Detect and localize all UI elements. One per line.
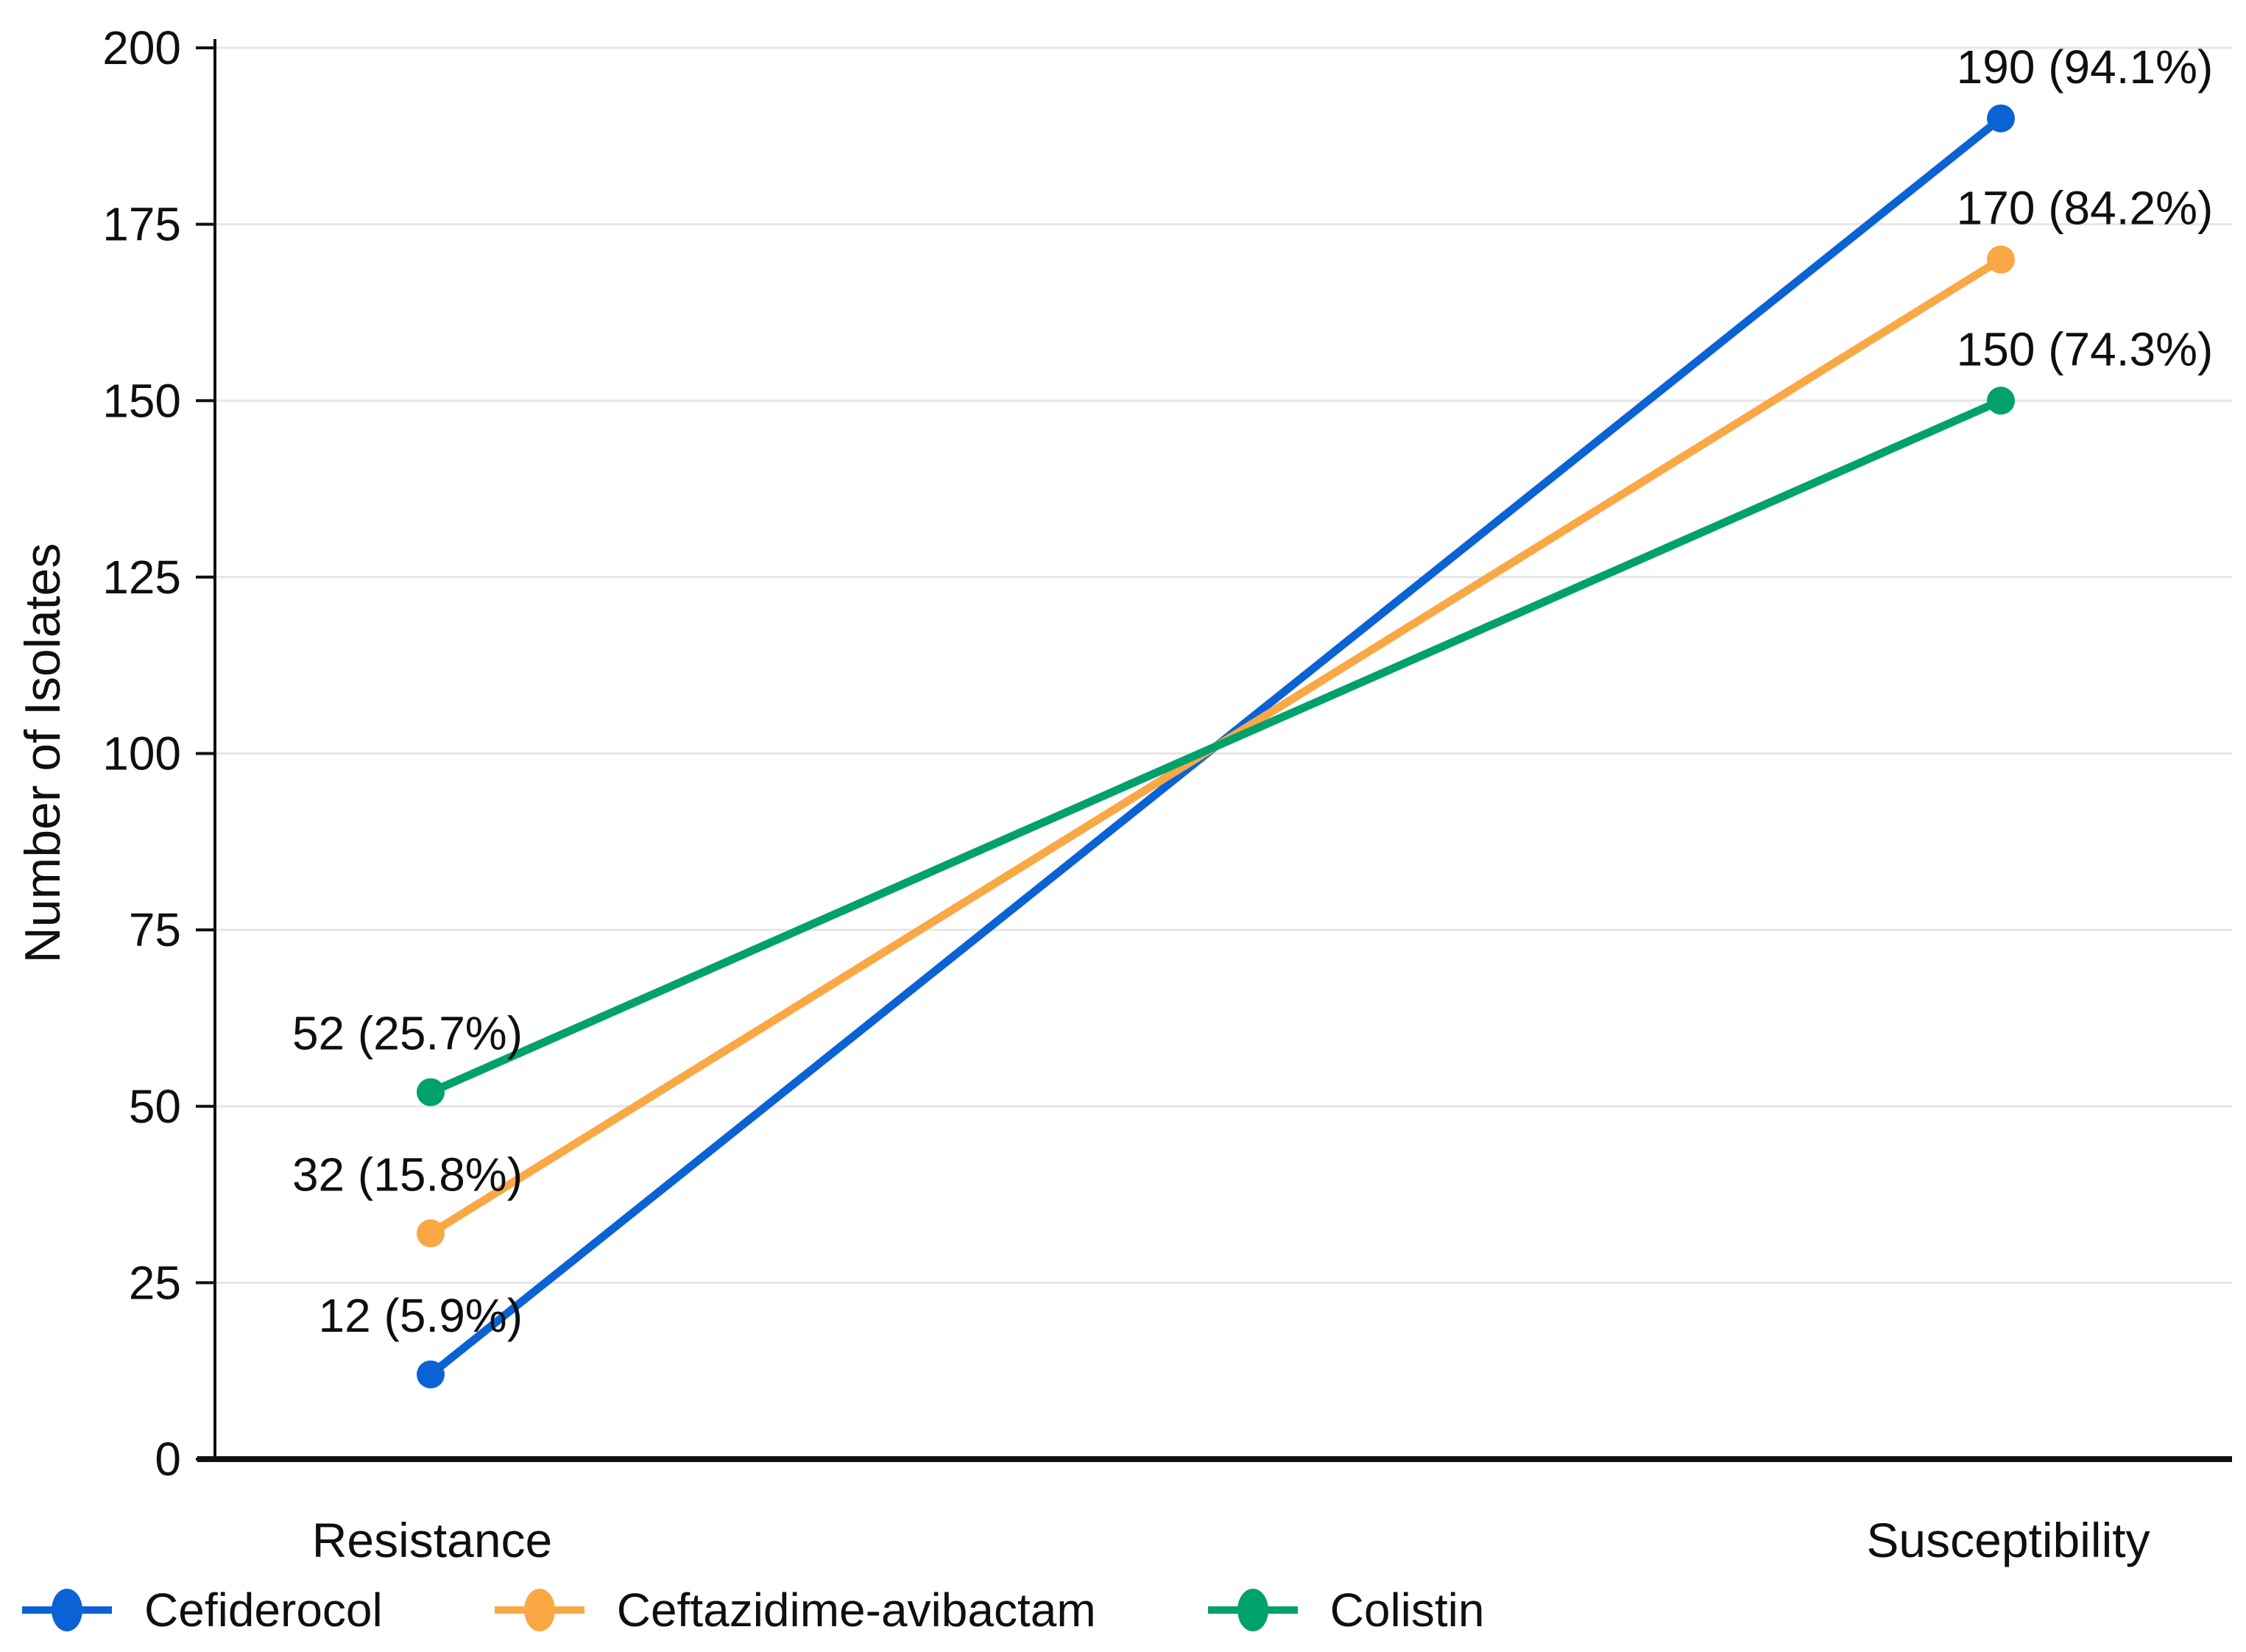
legend-marker-icon bbox=[1207, 1589, 1298, 1631]
y-tick-label: 200 bbox=[102, 21, 181, 74]
data-point-marker bbox=[417, 1360, 445, 1388]
x-category-label: Resistance bbox=[312, 1513, 553, 1567]
y-tick-label: 125 bbox=[102, 551, 181, 604]
legend-label: Cefiderocol bbox=[144, 1584, 383, 1637]
legend-marker-icon bbox=[22, 1589, 112, 1631]
y-tick-label: 150 bbox=[102, 374, 181, 427]
x-category-label: Susceptibility bbox=[1866, 1513, 2150, 1567]
legend-marker-dot bbox=[52, 1589, 82, 1631]
legend-item-cefiderocol: Cefiderocol bbox=[22, 1581, 383, 1639]
y-tick-label: 100 bbox=[102, 727, 181, 780]
data-point-marker bbox=[1987, 245, 2015, 274]
y-tick-label: 50 bbox=[129, 1080, 181, 1133]
legend-item-ceftazidime-avibactam: Ceftazidime-avibactam bbox=[494, 1581, 1096, 1639]
y-tick-label: 0 bbox=[155, 1433, 181, 1486]
legend-label: Colistin bbox=[1329, 1584, 1485, 1637]
data-point-marker bbox=[417, 1219, 445, 1248]
legend-marker-dot bbox=[523, 1589, 555, 1631]
series-line-colistin bbox=[428, 397, 2003, 1096]
data-point-label: 190 (94.1%) bbox=[1957, 40, 2214, 93]
data-point-label: 32 (15.8%) bbox=[292, 1148, 523, 1201]
legend-label: Ceftazidime-avibactam bbox=[616, 1584, 1096, 1637]
data-point-marker bbox=[417, 1078, 445, 1106]
data-point-label: 170 (84.2%) bbox=[1957, 182, 2214, 235]
data-point-label: 12 (5.9%) bbox=[319, 1289, 523, 1342]
legend-item-colistin: Colistin bbox=[1207, 1581, 1485, 1639]
legend-marker-dot bbox=[1237, 1589, 1268, 1631]
legend-marker-icon bbox=[494, 1589, 585, 1631]
y-tick-label: 25 bbox=[129, 1256, 181, 1309]
y-tick-label: 175 bbox=[102, 198, 181, 251]
data-point-marker bbox=[1987, 386, 2015, 415]
data-point-label: 150 (74.3%) bbox=[1957, 322, 2214, 375]
y-tick-label: 75 bbox=[129, 903, 181, 956]
chart-legend: Cefiderocol Ceftazidime-avibactam Colistin bbox=[22, 1581, 1484, 1639]
data-point-marker bbox=[1987, 104, 2015, 133]
data-point-label: 52 (25.7%) bbox=[292, 1007, 523, 1060]
